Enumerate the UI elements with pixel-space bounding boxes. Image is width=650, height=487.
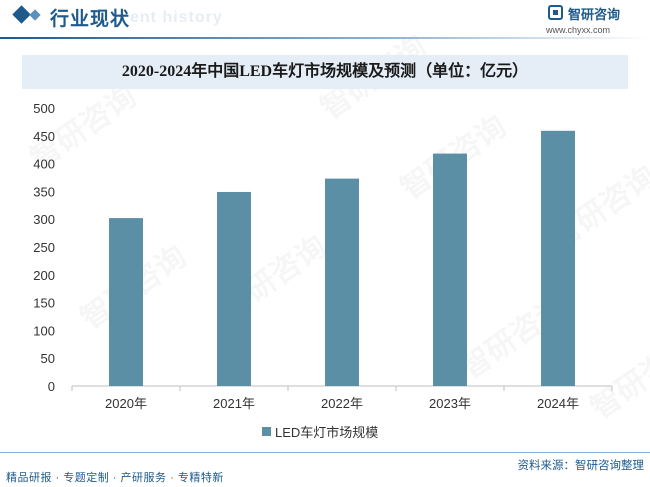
x-tick-label: 2021年 — [213, 396, 255, 411]
brand-url: www.chyxx.com — [546, 25, 611, 35]
bar-chart: 0 50 100 150 200 250 300 350 400 450 500 2020年 2021年… — [33, 101, 613, 440]
footer-tagline: 精品研报 · 专题定制 · 产研服务 · 专精特新 — [6, 472, 224, 484]
x-tick-label: 2023年 — [429, 396, 471, 411]
brand-name: 智研咨询 — [568, 7, 621, 22]
bar — [541, 130, 575, 386]
footer-divider — [0, 452, 650, 453]
brand-logo: 智研咨询 www.chyxx.com — [546, 4, 638, 36]
y-tick-label: 100 — [33, 323, 55, 338]
bar — [217, 191, 251, 386]
section-subtitle: ent history — [130, 9, 223, 26]
diamond-small-icon — [29, 9, 41, 21]
y-tick-label: 350 — [33, 184, 55, 199]
header-divider — [0, 37, 650, 39]
source-note: 资料来源：智研咨询整理 — [517, 460, 645, 472]
bar — [325, 178, 359, 386]
bar — [109, 218, 143, 386]
x-tick-label: 2022年 — [321, 396, 363, 411]
y-tick-label: 500 — [33, 101, 55, 116]
x-tick-label: 2024年 — [537, 396, 579, 411]
x-tick-label: 2020年 — [105, 396, 147, 411]
legend-label: LED车灯市场规模 — [275, 425, 378, 440]
y-tick-label: 0 — [48, 379, 55, 394]
y-tick-label: 400 — [33, 157, 55, 172]
y-tick-label: 150 — [33, 296, 55, 311]
y-tick-label: 200 — [33, 268, 55, 283]
chart-title: 2020-2024年中国LED车灯市场规模及预测（单位：亿元） — [121, 63, 529, 80]
y-tick-label: 300 — [33, 212, 55, 227]
legend-swatch — [262, 427, 271, 436]
logo-icon — [548, 5, 563, 20]
header: 行业现状 ent history 智研咨询 www.chyxx.com — [0, 0, 650, 40]
y-tick-label: 250 — [33, 240, 55, 255]
y-tick-label: 50 — [41, 351, 55, 366]
y-tick-label: 450 — [33, 129, 55, 144]
section-title: 行业现状 — [50, 9, 131, 30]
chart-title-bar: 2020-2024年中国LED车灯市场规模及预测（单位：亿元） — [22, 55, 628, 89]
bar — [433, 153, 467, 386]
